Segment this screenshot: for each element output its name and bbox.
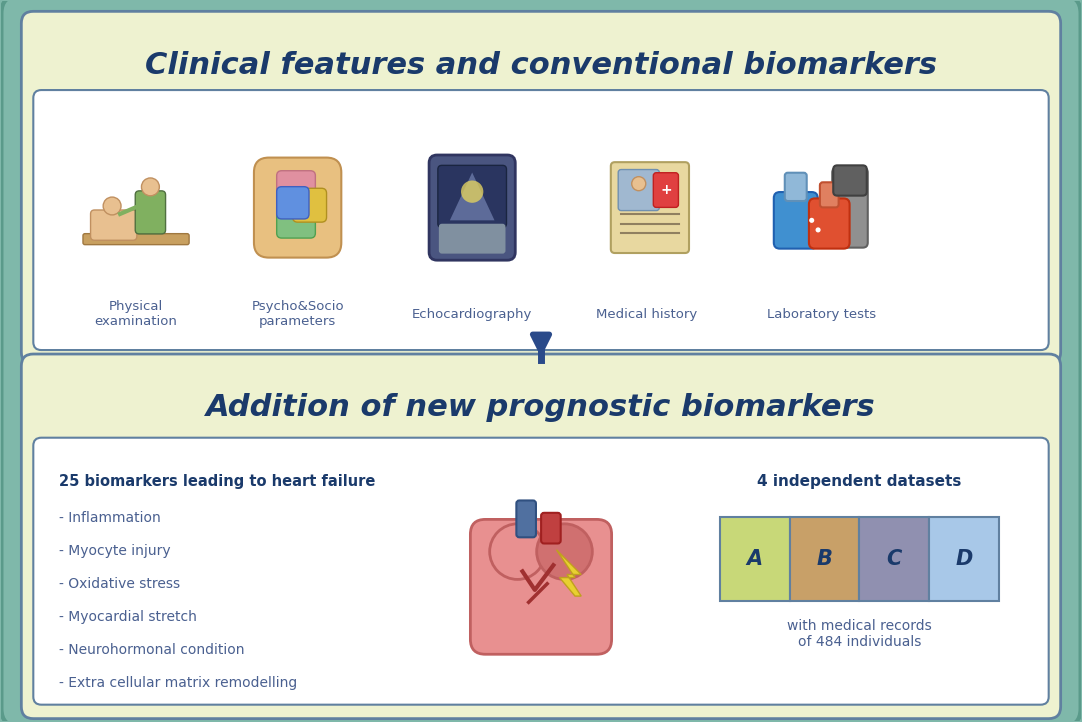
- FancyBboxPatch shape: [430, 155, 515, 260]
- Polygon shape: [450, 173, 494, 220]
- FancyBboxPatch shape: [654, 173, 678, 207]
- Polygon shape: [556, 549, 581, 596]
- FancyBboxPatch shape: [820, 182, 839, 207]
- FancyBboxPatch shape: [277, 203, 315, 238]
- Text: +: +: [660, 183, 672, 197]
- Bar: [720, 517, 790, 601]
- FancyBboxPatch shape: [541, 513, 560, 544]
- Text: - Inflammation: - Inflammation: [60, 511, 161, 526]
- FancyBboxPatch shape: [22, 12, 1060, 364]
- FancyBboxPatch shape: [91, 210, 136, 240]
- Text: 25 biomarkers leading to heart failure: 25 biomarkers leading to heart failure: [60, 474, 375, 489]
- FancyBboxPatch shape: [809, 199, 849, 248]
- FancyBboxPatch shape: [34, 438, 1048, 705]
- Circle shape: [816, 227, 820, 232]
- FancyBboxPatch shape: [438, 165, 506, 227]
- FancyBboxPatch shape: [22, 354, 1060, 718]
- Circle shape: [537, 524, 592, 580]
- Text: - Oxidative stress: - Oxidative stress: [60, 577, 181, 591]
- Circle shape: [103, 197, 121, 215]
- FancyBboxPatch shape: [832, 168, 868, 248]
- Text: Laboratory tests: Laboratory tests: [767, 308, 875, 321]
- Text: C: C: [886, 549, 902, 569]
- FancyBboxPatch shape: [833, 165, 867, 196]
- Text: B: B: [817, 549, 832, 569]
- Text: D: D: [955, 549, 973, 569]
- Circle shape: [490, 524, 545, 580]
- Text: A: A: [747, 549, 763, 569]
- FancyBboxPatch shape: [439, 224, 505, 253]
- Circle shape: [142, 178, 159, 196]
- Text: Clinical features and conventional biomarkers: Clinical features and conventional bioma…: [145, 51, 937, 79]
- FancyBboxPatch shape: [277, 187, 309, 219]
- Bar: [790, 517, 859, 601]
- FancyBboxPatch shape: [83, 234, 189, 245]
- FancyBboxPatch shape: [516, 500, 536, 537]
- Text: with medical records
of 484 individuals: with medical records of 484 individuals: [787, 619, 932, 650]
- Circle shape: [632, 177, 646, 191]
- FancyBboxPatch shape: [611, 162, 689, 253]
- Text: - Extra cellular matrix remodelling: - Extra cellular matrix remodelling: [60, 676, 298, 690]
- Circle shape: [461, 180, 484, 203]
- Text: Addition of new prognostic biomarkers: Addition of new prognostic biomarkers: [207, 393, 875, 422]
- Bar: [929, 517, 999, 601]
- FancyBboxPatch shape: [135, 191, 166, 234]
- Text: - Myocardial stretch: - Myocardial stretch: [60, 610, 197, 624]
- Circle shape: [809, 218, 815, 223]
- Text: 4 independent datasets: 4 independent datasets: [757, 474, 962, 489]
- Text: - Myocyte injury: - Myocyte injury: [60, 544, 171, 558]
- FancyBboxPatch shape: [618, 170, 659, 211]
- FancyBboxPatch shape: [254, 157, 341, 258]
- FancyBboxPatch shape: [784, 173, 807, 201]
- Text: - Neurohormonal condition: - Neurohormonal condition: [60, 643, 245, 657]
- FancyBboxPatch shape: [774, 192, 818, 248]
- Bar: [859, 517, 929, 601]
- FancyBboxPatch shape: [471, 519, 611, 654]
- FancyBboxPatch shape: [34, 90, 1048, 350]
- Text: Medical history: Medical history: [596, 308, 698, 321]
- FancyBboxPatch shape: [292, 188, 327, 222]
- Text: Echocardiography: Echocardiography: [412, 308, 532, 321]
- Text: Physical
examination: Physical examination: [94, 300, 177, 329]
- Text: Psycho&Socio
parameters: Psycho&Socio parameters: [251, 300, 344, 329]
- FancyBboxPatch shape: [277, 170, 315, 209]
